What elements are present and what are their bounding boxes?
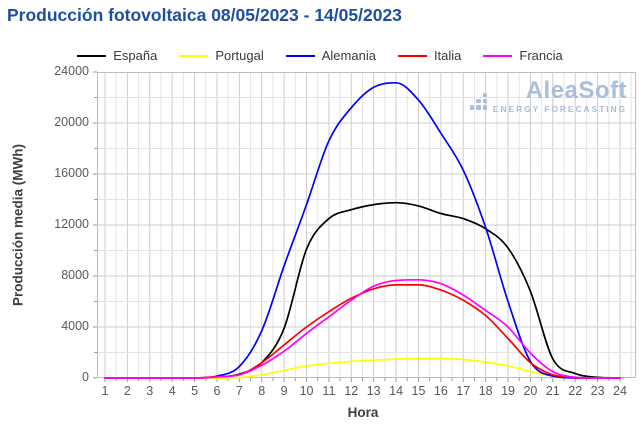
y-tick-label: 8000	[61, 268, 89, 282]
legend-line-swatch	[483, 54, 513, 57]
x-tick-label: 22	[568, 384, 583, 398]
x-tick-label: 13	[366, 384, 381, 398]
y-tick-label: 12000	[54, 217, 89, 231]
x-tick-label: 14	[389, 384, 404, 398]
legend-item: Alemania	[285, 48, 376, 63]
legend-item: Italia	[397, 48, 462, 63]
y-tick-label: 24000	[54, 64, 89, 78]
y-tick-label: 0	[82, 370, 89, 384]
legend-label: Italia	[433, 48, 462, 63]
y-tick-label: 20000	[54, 115, 89, 129]
x-tick-label: 7	[235, 384, 243, 398]
legend-item: Francia	[483, 48, 563, 63]
aleasoft-logo-dots-icon	[470, 92, 487, 110]
x-tick-label: 1	[101, 384, 109, 398]
legend-line-swatch	[285, 54, 315, 57]
x-tick-label: 11	[322, 384, 336, 398]
x-tick-label: 18	[478, 384, 493, 398]
y-tick-label: 16000	[54, 166, 89, 180]
x-tick-label: 5	[191, 384, 199, 398]
plot-area	[93, 71, 636, 382]
x-tick-label: 8	[258, 384, 266, 398]
legend-item: España	[77, 48, 157, 63]
x-tick-label: 17	[456, 384, 471, 398]
x-tick-label: 6	[213, 384, 221, 398]
aleasoft-watermark: AleaSoft ENERGY FORECASTING	[470, 77, 628, 114]
x-tick-label: 3	[146, 384, 154, 398]
y-tick-label: 4000	[61, 319, 89, 333]
chart-legend: España Portugal Alemania Italia Francia	[0, 48, 640, 63]
y-axis-title: Producción media (MWh)	[10, 144, 26, 306]
x-tick-label: 23	[590, 384, 605, 398]
series-line-francia	[104, 278, 621, 379]
chart-title: Producción fotovoltaica 08/05/2023 - 14/…	[7, 5, 402, 25]
legend-item: Portugal	[179, 48, 264, 63]
legend-label: Portugal	[215, 48, 264, 63]
x-tick-label: 12	[344, 384, 359, 398]
legend-line-swatch	[397, 54, 427, 57]
legend-line-swatch	[179, 54, 209, 57]
x-tick-label: 24	[613, 384, 627, 398]
legend-label: Alemania	[321, 48, 376, 63]
x-tick-label: 19	[501, 384, 515, 398]
x-tick-label: 16	[433, 384, 448, 398]
x-tick-label: 20	[523, 384, 538, 398]
x-tick-label: 2	[123, 384, 131, 398]
aleasoft-logo-subtitle: ENERGY FORECASTING	[492, 103, 628, 114]
legend-label: Francia	[519, 48, 563, 63]
x-axis-title: Hora	[347, 405, 379, 420]
y-axis-tick-labels: 0 4000 8000 12000 16000 20000 24000	[36, 0, 89, 446]
x-tick-label: 9	[280, 384, 288, 398]
aleasoft-logo-name: AleaSoft	[525, 77, 628, 104]
x-tick-label: 10	[299, 384, 314, 398]
legend-line-swatch	[77, 54, 107, 57]
x-tick-label: 15	[411, 384, 426, 398]
legend-label: España	[113, 48, 158, 63]
x-tick-label: 4	[168, 384, 176, 398]
x-tick-label: 21	[545, 384, 560, 398]
